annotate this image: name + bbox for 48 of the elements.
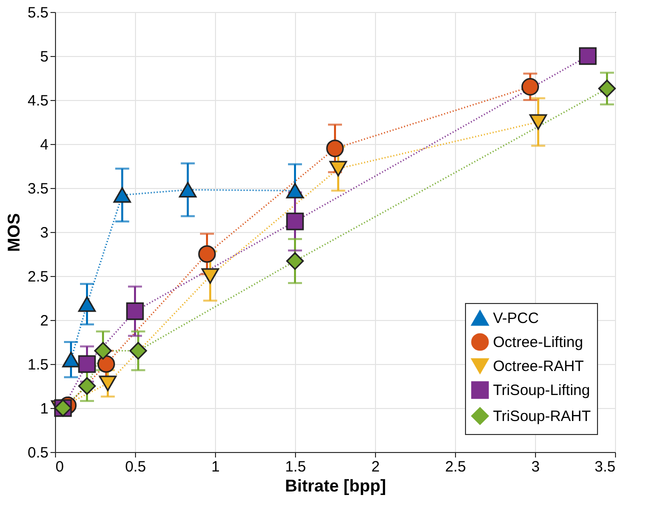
y-tick-label: 5.5 [28,4,48,22]
x-axis-title: Bitrate [bpp] [284,476,386,496]
x-tick-label: 2 [371,458,380,476]
point [198,245,216,263]
point [78,355,96,373]
y-tick-label: 1.5 [28,356,48,374]
x-tick-label: 1.5 [285,458,306,476]
x-tick-label: 0 [56,458,64,476]
x-tick-label: 1 [211,458,220,476]
point [98,376,117,392]
point [78,296,96,312]
point [578,47,597,65]
point [529,114,548,130]
legend-label: Octree-Lifting [493,334,584,351]
legend-label: TriSoup-RAHT [493,408,591,425]
x-tick-label: 3.5 [594,458,616,476]
point [97,355,116,373]
point [94,342,112,360]
legend-label: TriSoup-Lifting [493,382,590,399]
x-tick-label: 3 [531,458,540,476]
point [126,302,144,320]
point [326,140,344,158]
y-tick-label: 0.5 [28,444,48,462]
point [329,160,348,176]
point [62,352,80,368]
x-tick-label: 0.5 [125,458,146,476]
y-tick-label: 4 [40,136,48,154]
point [521,78,540,96]
legend-label: V-PCC [493,310,540,327]
y-tick-label: 1 [40,400,48,418]
y-tick-label: 2.5 [28,268,48,286]
y-tick-label: 5 [40,48,48,66]
x-tick-label: 2.5 [445,458,466,476]
point [286,252,304,270]
y-tick-label: 2 [40,312,48,330]
point [129,342,148,360]
y-tick-label: 3.5 [28,180,48,198]
point [78,377,96,395]
point [113,187,132,203]
point [286,212,304,230]
legend-label: Octree-RAHT [493,358,584,375]
y-axis-title: MOS [4,213,24,252]
point [201,268,220,284]
y-tick-label: 4.5 [28,92,48,110]
point [598,80,616,98]
point [178,182,197,198]
point [286,182,304,198]
y-tick-label: 3 [40,224,48,242]
